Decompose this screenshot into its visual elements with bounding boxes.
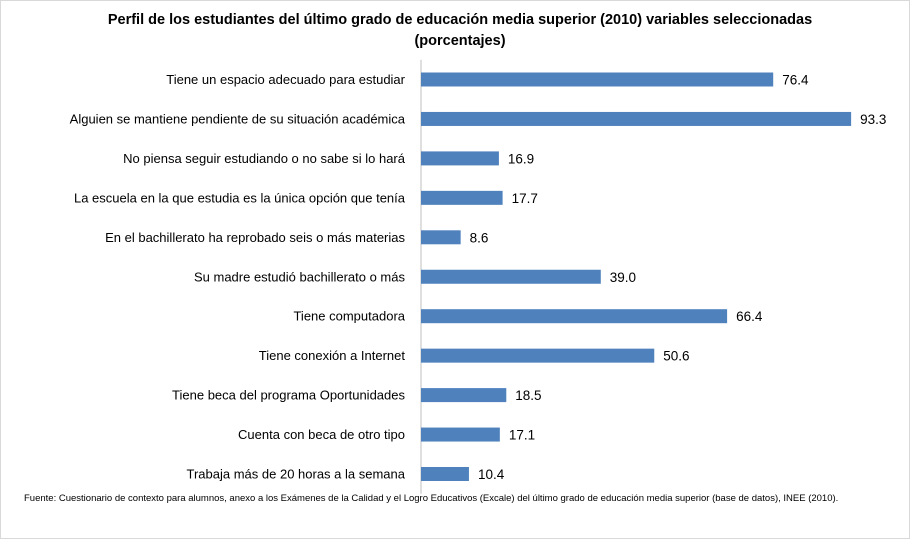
category-label: Tiene conexión a Internet [259,348,406,363]
category-label: Tiene beca del programa Oportunidades [172,388,405,403]
data-label: 16.9 [508,151,534,166]
bar [421,72,774,87]
category-label: No piensa seguir estudiando o no sabe si… [123,151,406,166]
data-labels: 76.4 93.3 16.9 17.7 8.6 39.0 66.4 50.6 18.5 17.1 1… [470,73,887,483]
bar [421,230,461,245]
data-label: 17.1 [509,428,535,443]
bars [421,72,852,481]
data-label: 66.4 [736,309,763,324]
bar [421,190,503,205]
data-label: 39.0 [610,270,636,285]
data-label: 93.3 [860,112,886,127]
category-label: Su madre estudió bachillerato o más [194,269,406,284]
source-note: Fuente: Cuestionario de contexto para al… [24,493,839,504]
bar [421,467,469,481]
data-label: 10.4 [478,467,505,482]
category-label: Trabaja más de 20 horas a la semana [187,467,406,482]
bar [421,427,500,442]
chart-title: Perfil de los estudiantes del último gra… [107,12,813,49]
data-label: 18.5 [515,388,541,403]
data-label: 8.6 [470,230,489,245]
category-label: Alguien se mantiene pendiente de su situ… [70,111,406,126]
bar [421,388,507,403]
bar [421,111,852,126]
category-label: Cuenta con beca de otro tipo [238,427,405,442]
data-label: 50.6 [663,349,689,364]
category-label: Tiene computadora [293,309,405,324]
bar [421,309,728,324]
bar [421,269,601,284]
data-label: 17.7 [512,191,538,206]
bar [421,348,655,363]
category-labels: Tiene un espacio adecuado para estudiar A… [70,72,406,482]
category-label: La escuela en la que estudia es la única… [74,190,406,205]
category-label: En el bachillerato ha reprobado seis o m… [105,230,405,245]
category-label: Tiene un espacio adecuado para estudiar [166,72,405,87]
bar [421,151,499,166]
data-label: 76.4 [782,73,809,88]
